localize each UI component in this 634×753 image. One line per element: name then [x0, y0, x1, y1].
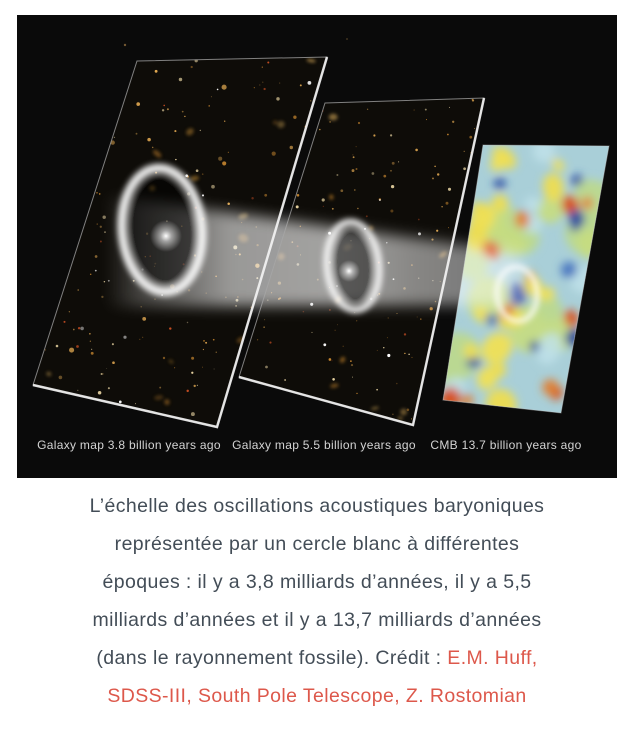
bao-ring-3 [493, 264, 541, 324]
credit-link-sdss-spt-rostomian[interactable]: SDSS-III, South Pole Telescope, Z. Rosto… [107, 685, 527, 707]
caption-line-5: (dans le rayonnement fossile). Crédit : … [0, 639, 634, 677]
background-star [346, 38, 348, 40]
caption-line-3: époques : il y a 3,8 milliards d’années,… [102, 571, 532, 593]
figure-caption: L’échelle des oscillations acoustiques b… [0, 487, 634, 715]
bao-figure: Galaxy map 3.8 billion years ago Galaxy … [17, 15, 617, 478]
caption-line-4: milliards d’années et il y a 13,7 millia… [92, 609, 542, 631]
bao-illustration: Galaxy map 3.8 billion years ago Galaxy … [17, 15, 617, 478]
panel-label-2: Galaxy map 5.5 billion years ago [232, 438, 416, 452]
caption-line-1: L’échelle des oscillations acoustiques b… [89, 495, 545, 517]
galaxy-cluster-glow-1 [150, 220, 182, 252]
caption-line-6: SDSS-III, South Pole Telescope, Z. Rosto… [0, 677, 634, 715]
caption-credit-prefix: (dans le rayonnement fossile). Crédit : [96, 647, 448, 669]
panel-label-3: CMB 13.7 billion years ago [430, 438, 581, 452]
panel-edges [32, 56, 610, 429]
caption-line-2: représentée par un cercle blanc à différ… [114, 533, 520, 555]
light-beam [105, 195, 522, 307]
panel-label-1: Galaxy map 3.8 billion years ago [37, 438, 221, 452]
galaxy-cluster-glow-2 [338, 260, 360, 282]
background-star [123, 43, 127, 47]
credit-link-huff[interactable]: E.M. Huff, [447, 647, 538, 669]
